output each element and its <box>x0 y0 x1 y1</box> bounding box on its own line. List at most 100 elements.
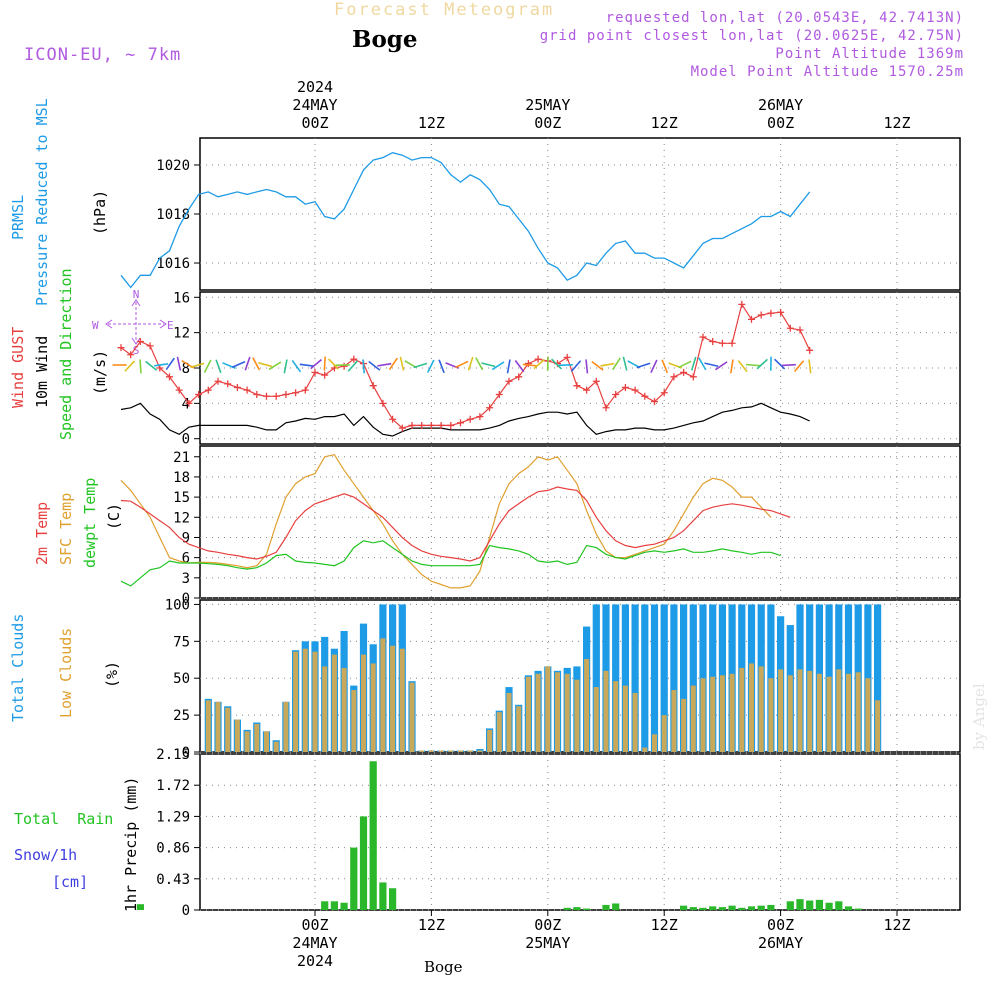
low-cloud-bar <box>225 707 231 752</box>
wind-direction-arrow <box>323 356 326 371</box>
low-cloud-bar <box>816 673 822 752</box>
rain-bar <box>330 901 338 910</box>
wind-direction-arrow <box>368 360 381 371</box>
model-altitude: Model Point Altitude 1570.25m <box>690 64 964 80</box>
top-hour-label: 12Z <box>883 114 910 132</box>
low-cloud-bar <box>341 667 347 752</box>
y-tick-label: 0 <box>182 903 190 919</box>
low-cloud-bar <box>370 663 376 752</box>
low-cloud-bar <box>622 685 628 752</box>
wind-direction-arrow <box>455 360 469 369</box>
bottom-hour-label: 00Z <box>534 916 561 934</box>
grid-point-coords: grid point closest lon,lat (20.0625E, 42… <box>539 28 964 44</box>
low-cloud-bar <box>428 750 434 752</box>
low-cloud-bar <box>399 648 405 752</box>
gust-marker <box>282 391 290 399</box>
low-cloud-bar <box>632 692 638 752</box>
total-cloud-bar <box>874 604 882 752</box>
gust-marker <box>689 373 697 381</box>
wind-direction-arrow <box>698 357 707 371</box>
gust-marker <box>146 342 154 350</box>
wind-direction-arrow <box>585 359 589 374</box>
bottom-hour-label: 12Z <box>418 916 445 934</box>
low-cloud-bar <box>797 669 803 752</box>
gust-marker <box>757 311 765 319</box>
bottom-hour-label: 12Z <box>651 916 678 934</box>
gust-marker <box>447 421 455 429</box>
wind-direction-arrow <box>506 359 511 374</box>
low-cloud-bar <box>215 701 221 752</box>
wind-direction-arrow <box>467 356 474 371</box>
gust-marker <box>728 339 736 347</box>
top-day-label: 26MAY <box>758 96 803 114</box>
y-tick-label: 2.15 <box>156 747 190 763</box>
wind-direction-arrow <box>399 356 405 371</box>
gust-marker <box>621 383 629 391</box>
compass-rose-icon <box>105 299 167 345</box>
wind-direction-arrow <box>570 360 582 372</box>
low-cloud-bar <box>593 687 599 752</box>
y-tick-label: 0.43 <box>156 872 190 888</box>
low-cloud-bar <box>293 651 299 752</box>
sfc-temp-line <box>120 454 772 589</box>
dewpoint-line <box>120 540 781 587</box>
gust-marker <box>680 368 688 376</box>
rain-bar <box>583 908 591 910</box>
requested-coords: requested lon,lat (20.0543E, 42.7413N) <box>605 10 964 26</box>
top-day-label: 25MAY <box>525 96 570 114</box>
rain-bar <box>680 905 688 910</box>
low-cloud-bar <box>361 654 366 752</box>
gust-marker <box>738 300 746 308</box>
rain-bar <box>835 901 843 910</box>
gust-marker <box>476 413 484 421</box>
wind-direction-arrow <box>622 356 628 371</box>
wind-direction-arrow <box>481 362 496 368</box>
gust-marker <box>602 404 610 412</box>
rain-bar <box>340 902 348 910</box>
wind-direction-arrow <box>522 363 537 367</box>
y-tick-label: 0 <box>182 591 190 607</box>
low-cloud-bar <box>205 700 211 752</box>
gust-marker <box>340 362 348 370</box>
y-tick-label: 6 <box>182 551 190 567</box>
gust-marker <box>563 353 571 361</box>
gust-marker <box>311 368 319 376</box>
low-cloud-bar <box>642 747 648 752</box>
low-cloud-bar <box>525 676 531 752</box>
low-cloud-bar <box>380 638 386 752</box>
wind-direction-arrow <box>165 357 175 371</box>
total-cloud-bar <box>592 604 600 752</box>
gust-marker <box>786 324 794 332</box>
footer-location: Boge <box>424 958 463 976</box>
wind-direction-arrow <box>793 360 805 372</box>
y-tick-label: 1020 <box>156 158 190 174</box>
gust-marker <box>748 315 755 323</box>
wind-direction-arrow <box>145 360 158 371</box>
low-cloud-bar <box>264 731 269 752</box>
y-tick-label: 18 <box>173 470 190 486</box>
gust-marker <box>777 308 785 316</box>
gust-marker <box>641 392 649 400</box>
gust-marker <box>136 337 144 345</box>
rain-bar <box>825 902 833 910</box>
y-tick-label: 50 <box>173 671 190 687</box>
low-cloud-bar <box>516 706 522 752</box>
rain-bar <box>321 901 329 910</box>
gust-marker <box>670 373 678 381</box>
gust-marker <box>495 391 503 399</box>
low-cloud-bar <box>302 648 308 752</box>
rain-bar <box>602 904 610 910</box>
low-cloud-bar <box>875 700 881 752</box>
rain-bar <box>359 816 368 910</box>
location-title: Boge <box>352 26 418 53</box>
low-cloud-bar <box>719 675 725 752</box>
gust-marker <box>379 399 387 407</box>
rain-bar <box>747 906 756 910</box>
low-cloud-bar <box>467 750 473 752</box>
total-cloud-bar <box>650 604 659 752</box>
gust-marker <box>592 377 600 385</box>
low-cloud-bar <box>574 679 580 752</box>
low-cloud-bar <box>739 667 745 752</box>
gust-marker <box>117 344 125 352</box>
